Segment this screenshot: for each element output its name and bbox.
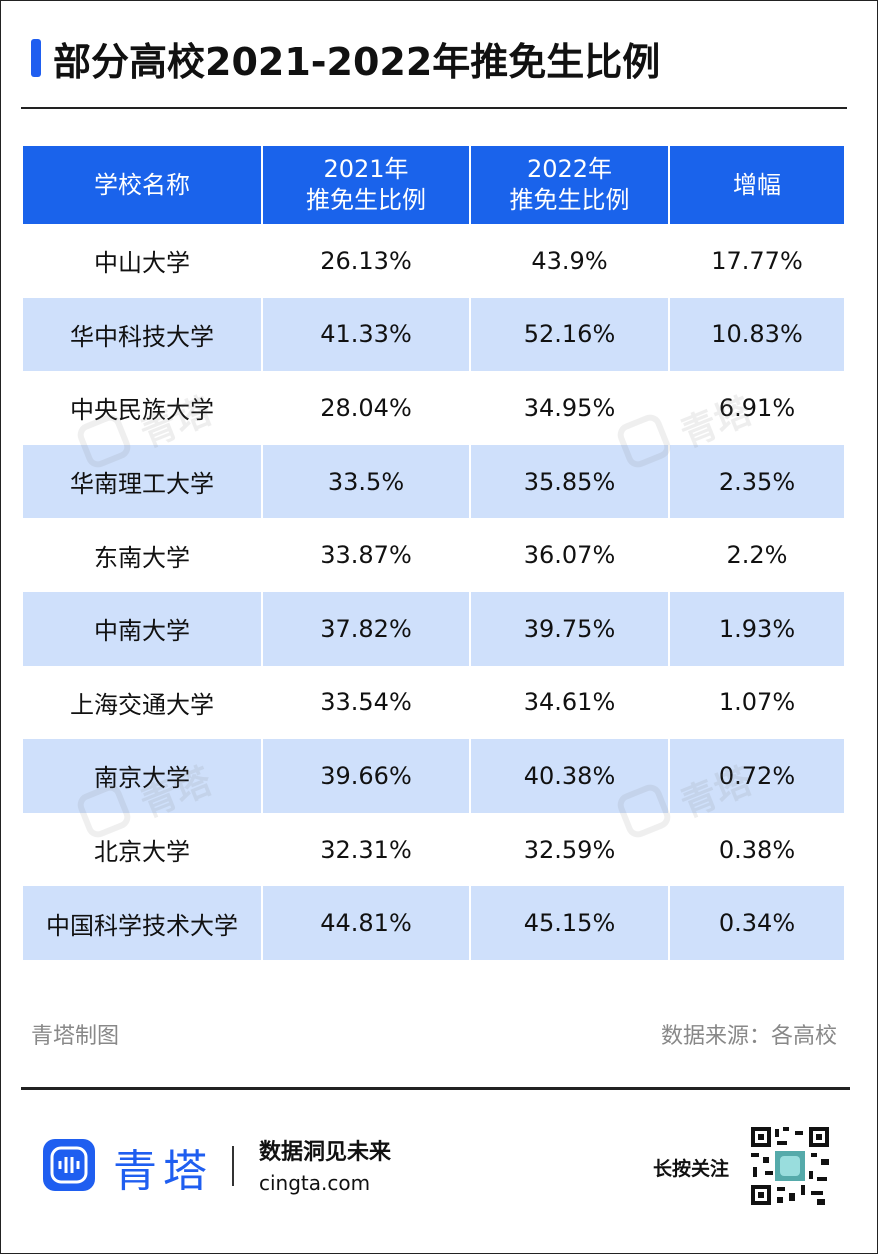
table-cell: 39.66%: [263, 739, 471, 813]
table-cell: 33.87%: [263, 518, 471, 592]
header-text: 增幅: [733, 170, 781, 199]
table-cell: 2.2%: [726, 541, 788, 570]
table-row: 南京大学 39.66% 40.38% 0.72%: [23, 739, 844, 813]
table-cell: 中山大学: [23, 224, 263, 298]
table-cell: 中南大学: [23, 591, 263, 666]
table-cell: 上海交通大学: [23, 665, 263, 740]
table-row: 华中科技大学 41.33% 52.16% 10.83%: [23, 297, 844, 372]
logo: [43, 1139, 95, 1191]
table-cell: 0.72%: [670, 739, 844, 813]
separator: [232, 1146, 234, 1186]
credit: 青塔制图: [31, 1024, 120, 1049]
source: 数据来源：各高校: [660, 1024, 837, 1049]
table-row: 华南理工大学 33.5% 35.85% 2.35%: [23, 444, 844, 519]
table-cell: 35.85%: [471, 444, 670, 519]
table-cell: 39.75%: [471, 591, 670, 666]
table-cell: 华南理工大学: [23, 444, 263, 519]
table-cell: 33.5%: [263, 444, 471, 519]
table-row: 上海交通大学 33.54% 34.61% 1.07%: [23, 665, 844, 740]
table-cell: 中国科学技术大学: [23, 886, 263, 960]
table-cell: 52.16%: [471, 297, 670, 372]
url[interactable]: cingta.com: [259, 1171, 371, 1195]
header-text: 2022年: [526, 155, 613, 183]
table-cell: 28.04%: [263, 371, 471, 445]
table: 学校名称 2021年 推免生比例 2022年 推免生比例 增幅 中山大学 26.13% 43.9…: [23, 146, 844, 960]
table-cell: 中央民族大学: [23, 371, 263, 445]
header-text: 推免生比例: [509, 186, 630, 214]
table-row: 中南大学 37.82% 39.75% 1.93%: [23, 591, 844, 666]
table-cell: 6.91%: [718, 393, 796, 422]
header-cell: 2022年推免生比例: [471, 146, 670, 224]
table-cell: 华中科技大学: [23, 297, 263, 372]
table-cell: 26.13%: [263, 224, 471, 298]
header-text: 2021年: [323, 155, 409, 183]
header-text: 学校名称: [94, 170, 190, 199]
table-cell: 10.83%: [670, 297, 844, 372]
brand: 青塔: [113, 1146, 213, 1197]
table-cell: 东南大学: [23, 518, 263, 592]
table-cell: 32.31%: [263, 812, 471, 887]
table-cell: 1.07%: [718, 688, 796, 717]
title: 部分高校2021-2022年推免生比例: [53, 40, 661, 84]
table-cell: 34.95%: [471, 371, 670, 445]
table-cell: 36.07%: [471, 518, 670, 592]
table-cell: 2.35%: [670, 444, 844, 519]
header-text: 推免生比例: [306, 186, 426, 214]
table-cell: 45.15%: [471, 886, 670, 960]
table-cell: 37.82%: [263, 591, 471, 666]
table-cell: 32.59%: [471, 812, 670, 887]
header-cell: 增幅: [670, 146, 844, 224]
follow-label: 长按关注: [653, 1158, 730, 1180]
table-cell: 33.54%: [263, 665, 471, 740]
table-cell: 41.33%: [263, 297, 471, 372]
header-row: 学校名称 2021年 推免生比例 2022年 推免生比例 增幅: [23, 146, 844, 224]
table-cell: 南京大学: [23, 739, 263, 813]
table-cell: 44.81%: [263, 886, 471, 960]
divider: [21, 1087, 850, 1090]
table-cell: 0.34%: [670, 886, 844, 960]
table-cell: 40.38%: [471, 739, 670, 813]
table-row: 中国科学技术大学 44.81% 45.15% 0.34%: [23, 886, 844, 960]
table-row: 中央民族大学 28.04% 34.95% 6.91%: [23, 371, 844, 445]
table-cell: 1.93%: [670, 591, 844, 666]
divider: [21, 107, 847, 109]
qr-code[interactable]: [751, 1127, 829, 1205]
table-cell: 17.77%: [711, 246, 803, 275]
table-row: 北京大学 32.31% 32.59% 0.38%: [23, 812, 844, 887]
table-cell: 北京大学: [23, 812, 263, 887]
table-row: 中山大学 26.13% 43.9% 17.77%: [23, 224, 844, 298]
header-cell: 2021年推免生比例: [263, 146, 471, 224]
table-cell: 34.61%: [471, 665, 670, 740]
title-bar: [31, 39, 41, 77]
slogan: 数据洞见未来: [259, 1140, 392, 1165]
table-cell: 0.38%: [718, 835, 796, 864]
header-cell: 学校名称: [23, 146, 263, 224]
table-row: 东南大学 33.87% 36.07% 2.2%: [23, 518, 844, 592]
table-cell: 43.9%: [471, 224, 670, 298]
